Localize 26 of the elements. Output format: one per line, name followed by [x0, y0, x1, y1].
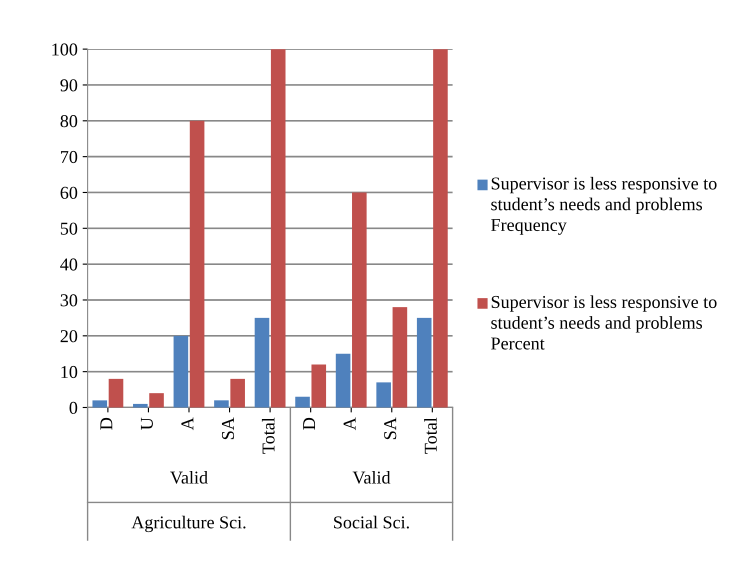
x-tick-label: A	[181, 417, 194, 430]
x-tick-label: Total	[262, 418, 275, 454]
y-tick-label: 70	[61, 150, 78, 164]
y-tick-label: 30	[60, 294, 78, 306]
x-tick-label: D	[100, 418, 112, 430]
text: Valid	[170, 470, 208, 484]
y-tick-label: 80	[60, 115, 78, 128]
legend-label: Supervisor is less responsive to student’s needs and problems Percent	[491, 295, 717, 350]
y-tick-label: 20	[60, 330, 78, 342]
text: Valid	[352, 470, 390, 484]
legend-label: Supervisor is less responsive to student’s needs and problems Frequency	[491, 176, 717, 235]
x-tick-label: A	[344, 417, 356, 430]
y-tick-label: 10	[61, 366, 78, 378]
x-tick-label: SA	[384, 417, 396, 440]
y-tick-label: 90	[60, 79, 78, 92]
x-tick-label: D	[303, 418, 316, 430]
y-tick-label: 0	[70, 402, 78, 414]
y-tick-label: 50	[60, 222, 78, 235]
y-tick-label: 100	[52, 43, 78, 56]
text: Agriculture Sci.	[132, 516, 246, 532]
y-tick-label: 60	[60, 186, 78, 199]
text: Social Sci.	[334, 516, 409, 529]
x-tick-label: Total	[424, 418, 437, 454]
x-tick-label: SA	[222, 417, 234, 440]
x-tick-label: U	[140, 418, 153, 430]
y-tick-label: 40	[60, 258, 78, 271]
